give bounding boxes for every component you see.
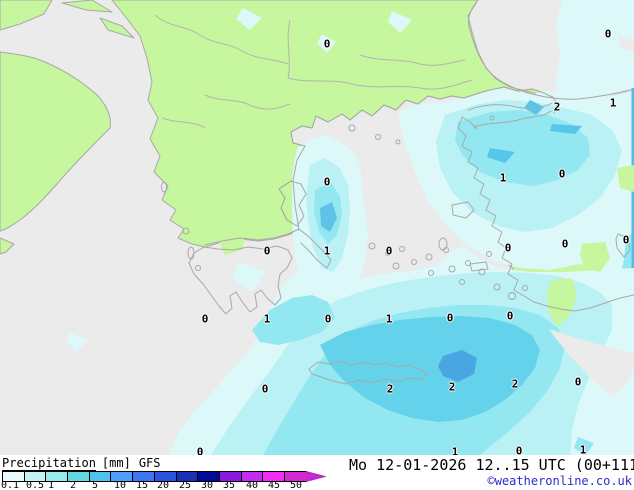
dry-land-patches <box>218 165 634 327</box>
color-scale <box>2 471 307 482</box>
forecast-datetime: Mo 12-01-2026 12..15 UTC (00+111 <box>349 456 634 474</box>
legend-title-row: Precipitation [mm] GFS <box>2 456 161 471</box>
scale-tick-label: 1 <box>47 480 55 490</box>
scale-tick-label: 45 <box>267 480 281 490</box>
scale-tick-label: 0.1 <box>0 480 20 490</box>
scale-tick-label: 0.5 <box>25 480 45 490</box>
legend-title: Precipitation <box>2 456 96 471</box>
scale-tick-label: 30 <box>200 480 214 490</box>
model-label: GFS <box>138 456 161 470</box>
scale-tick-label: 25 <box>178 480 192 490</box>
legend-strip: Precipitation [mm] GFS 0.1 0.5 1 2 5 10 15 20 25 30… <box>0 455 634 490</box>
scale-tick-label: 2 <box>69 480 77 490</box>
scale-tick-label: 35 <box>222 480 236 490</box>
coastlines <box>161 0 634 385</box>
copyright-link[interactable]: ©weatheronline.co.uk <box>487 474 633 488</box>
scale-tick-label: 5 <box>91 480 99 490</box>
scale-tick-label: 40 <box>245 480 259 490</box>
scale-tick-label: 15 <box>135 480 149 490</box>
precipitation-fields <box>66 0 634 457</box>
scale-tick-label: 50 <box>289 480 303 490</box>
legend-unit: [mm] <box>101 456 131 470</box>
scale-tick-label: 10 <box>113 480 127 490</box>
scale-tick-label: 20 <box>156 480 170 490</box>
scale-arrow-icon <box>306 471 327 482</box>
country-borders <box>154 14 473 129</box>
scale-tick-labels: 0.1 0.5 1 2 5 10 15 20 25 30 35 40 45 50 <box>0 481 340 490</box>
precipitation-map <box>0 0 634 457</box>
dry-sea-patches <box>549 36 634 396</box>
